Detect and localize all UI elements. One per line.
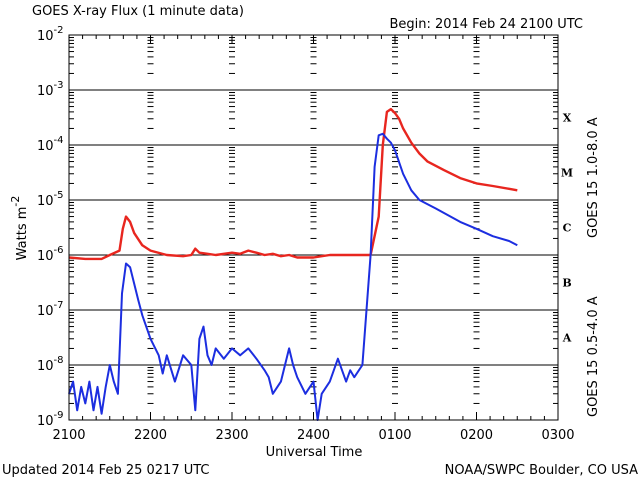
- y-tick-exponent: -5: [54, 190, 64, 201]
- series-group: [68, 107, 518, 421]
- chart-title: GOES X-ray Flux (1 minute data): [32, 4, 244, 19]
- begin-label: Begin: 2014 Feb 24 2100 UTC: [389, 17, 583, 32]
- y-tick-label: 10-9: [37, 410, 64, 429]
- x-axis-label: Universal Time: [266, 445, 363, 460]
- flare-class-C: C: [563, 222, 572, 235]
- flare-class-B: B: [562, 277, 571, 290]
- x-tick-label: 0200: [460, 428, 493, 443]
- y-tick-exponent: -9: [54, 410, 64, 421]
- updated-label: Updated 2014 Feb 25 0217 UTC: [2, 463, 210, 478]
- y-tick-base: 10: [37, 414, 54, 429]
- y-tick-exponent: -4: [54, 135, 64, 146]
- y-tick-base: 10: [37, 29, 54, 44]
- y-tick-label: 10-7: [37, 300, 64, 319]
- y-tick-exponent: -3: [54, 80, 64, 91]
- x-tick-label: 2300: [215, 428, 248, 443]
- flare-class-labels: X M C B A: [561, 112, 573, 345]
- y-tick-label: 10-6: [37, 245, 64, 264]
- y-tick-labels: 10-210-310-410-510-610-710-810-9: [37, 25, 64, 429]
- flare-class-X: X: [563, 112, 572, 125]
- y-axis-label: Watts m-2: [9, 196, 30, 261]
- axis-ticks: [68, 35, 559, 420]
- x-tick-label: 0300: [541, 428, 574, 443]
- y-tick-label: 10-4: [37, 135, 64, 154]
- y-tick-base: 10: [37, 194, 54, 209]
- y-tick-label: 10-5: [37, 190, 64, 209]
- y-tick-exponent: -8: [54, 355, 64, 366]
- plot-frame: [68, 34, 559, 421]
- source-label: NOAA/SWPC Boulder, CO USA: [445, 463, 638, 478]
- y-tick-exponent: -2: [54, 25, 64, 36]
- x-tick-label: 2200: [134, 428, 167, 443]
- x-tick-label: 0100: [378, 428, 411, 443]
- y-tick-base: 10: [37, 84, 54, 99]
- y-axis-label-base: Watts m: [15, 207, 30, 261]
- series-short-channel-line: [68, 132, 518, 421]
- y-tick-base: 10: [37, 304, 54, 319]
- plot-grid: [69, 89, 558, 366]
- y-tick-label: 10-3: [37, 80, 64, 99]
- flare-class-A: A: [562, 332, 572, 345]
- legend-long-channel: GOES 15 1.0-8.0 A: [586, 117, 601, 238]
- y-tick-label: 10-8: [37, 355, 64, 374]
- y-tick-base: 10: [37, 249, 54, 264]
- legend-short-channel: GOES 15 0.5-4.0 A: [586, 296, 601, 417]
- y-tick-label: 10-2: [37, 25, 64, 44]
- series-long-channel-line: [68, 107, 518, 261]
- x-tick-label: 2400: [297, 428, 330, 443]
- x-tick-label: 2100: [52, 428, 85, 443]
- flare-class-M: M: [561, 167, 573, 180]
- x-tick-labels: 2100 2200 2300 2400 0100 0200 0300: [52, 428, 574, 443]
- y-tick-exponent: -6: [54, 245, 64, 256]
- y-tick-base: 10: [37, 359, 54, 374]
- y-axis-label-exp: -2: [9, 196, 22, 207]
- y-tick-base: 10: [37, 139, 54, 154]
- y-tick-exponent: -7: [54, 300, 64, 311]
